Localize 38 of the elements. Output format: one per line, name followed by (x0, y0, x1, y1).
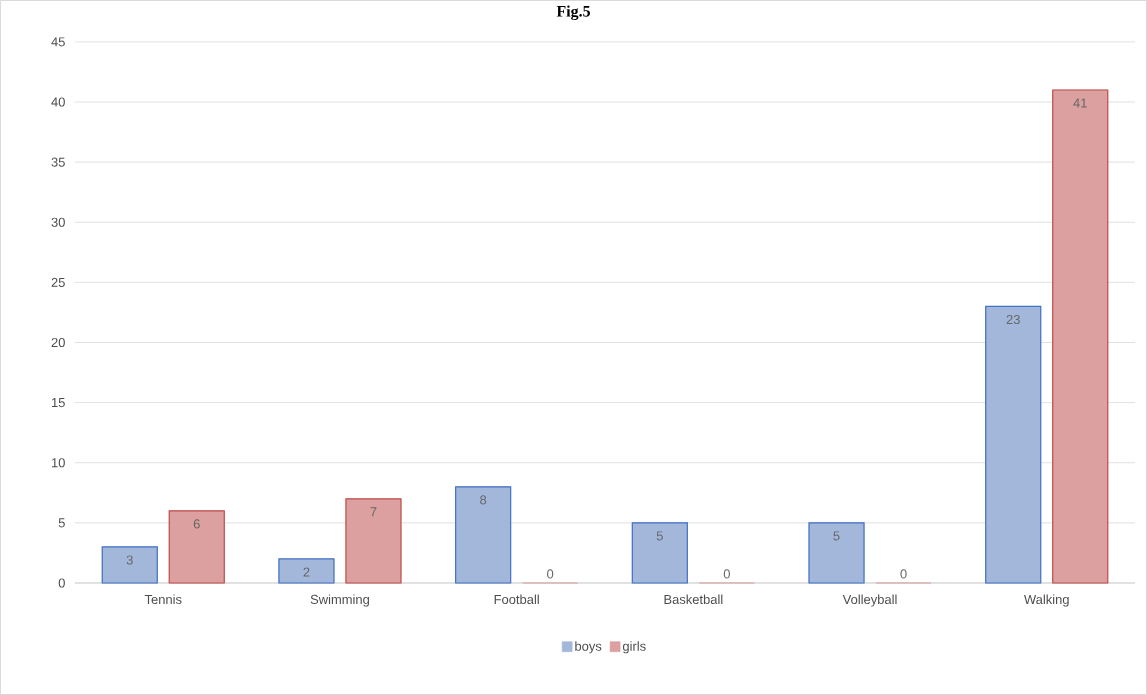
y-tick-label: 30 (51, 217, 65, 227)
data-label: 5 (656, 531, 663, 541)
y-tick-label: 15 (51, 398, 65, 408)
data-label: 8 (480, 495, 487, 505)
data-label: 2 (303, 567, 310, 577)
y-tick-label: 25 (51, 277, 65, 288)
bar (985, 305, 1042, 584)
data-label: 0 (723, 569, 730, 579)
data-label: 3 (126, 555, 133, 565)
x-tick-label: Football (494, 594, 539, 605)
data-label: 0 (547, 569, 554, 579)
bar (631, 522, 688, 584)
chart-title: Fig.5 (556, 5, 590, 21)
y-tick-label: 0 (58, 578, 65, 588)
y-tick-label: 35 (51, 157, 65, 167)
data-label: 0 (900, 569, 907, 579)
legend-label: girls (622, 641, 646, 654)
y-tick-label: 45 (51, 37, 65, 47)
y-tick-label: 5 (58, 518, 65, 528)
data-label: 7 (370, 507, 377, 517)
y-tick-label: 40 (51, 97, 65, 107)
x-tick-label: Basketball (664, 594, 723, 605)
bar (168, 510, 225, 584)
y-tick-label: 20 (51, 337, 65, 348)
data-label: 23 (1006, 314, 1020, 325)
x-tick-label: Tennis (144, 594, 182, 605)
x-tick-label: Volleyball (842, 594, 897, 607)
y-tick-label: 10 (51, 458, 65, 468)
legend-label: boys (575, 641, 602, 654)
bar (808, 522, 865, 584)
data-label: 41 (1073, 98, 1087, 108)
data-label: 6 (193, 519, 200, 529)
x-tick-label: Walking (1023, 594, 1069, 607)
x-tick-label: Swimming (310, 594, 369, 607)
bar (1052, 89, 1109, 584)
bar (455, 486, 512, 584)
bar (345, 498, 402, 584)
data-label: 5 (833, 531, 840, 541)
